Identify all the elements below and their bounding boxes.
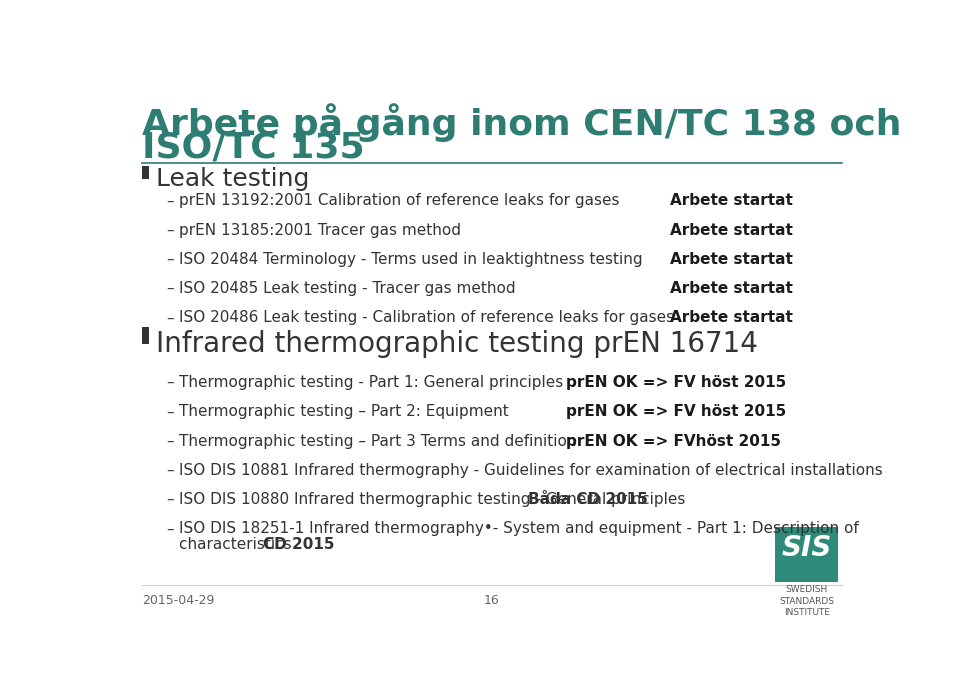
Text: ISO 20486 Leak testing - Calibration of reference leaks for gases: ISO 20486 Leak testing - Calibration of …	[179, 311, 674, 326]
Text: prEN OK => FV höst 2015: prEN OK => FV höst 2015	[565, 375, 786, 390]
Text: Arbete på gång inom CEN/TC 138 och: Arbete på gång inom CEN/TC 138 och	[142, 103, 901, 142]
Text: 16: 16	[484, 594, 500, 607]
Text: ISO/TC 135: ISO/TC 135	[142, 130, 365, 164]
Text: –: –	[166, 311, 174, 326]
Text: prEN 13192:2001 Calibration of reference leaks for gases: prEN 13192:2001 Calibration of reference…	[179, 193, 619, 208]
Text: –: –	[166, 223, 174, 238]
Text: Arbete startat: Arbete startat	[670, 223, 793, 238]
Text: Arbete startat: Arbete startat	[670, 193, 793, 208]
Text: –: –	[166, 521, 174, 537]
Text: ISO DIS 10880 Infrared thermographic testing - General principles: ISO DIS 10880 Infrared thermographic tes…	[179, 492, 690, 507]
Text: Arbete startat: Arbete startat	[670, 252, 793, 267]
Text: ISO DIS 10881 Infrared thermography - Guidelines for examination of electrical i: ISO DIS 10881 Infrared thermography - Gu…	[179, 463, 882, 478]
Text: –: –	[166, 405, 174, 419]
Text: Infrared thermographic testing prEN 16714: Infrared thermographic testing prEN 1671…	[156, 330, 757, 359]
Text: –: –	[166, 433, 174, 449]
Text: prEN 13185:2001 Tracer gas method: prEN 13185:2001 Tracer gas method	[179, 223, 461, 238]
Text: –: –	[166, 463, 174, 478]
Text: –: –	[166, 492, 174, 507]
Text: –: –	[166, 375, 174, 390]
Text: ISO 20485 Leak testing - Tracer gas method: ISO 20485 Leak testing - Tracer gas meth…	[179, 281, 516, 296]
Text: ISO 20484 Terminology - Terms used in leaktightness testing: ISO 20484 Terminology - Terms used in le…	[179, 252, 642, 267]
Text: –: –	[166, 193, 174, 208]
Text: –: –	[166, 252, 174, 267]
Text: Thermographic testing – Part 2: Equipment: Thermographic testing – Part 2: Equipmen…	[179, 405, 509, 419]
Text: CD 2015: CD 2015	[263, 537, 335, 552]
Text: ISO DIS 18251-1 Infrared thermography•- System and equipment - Part 1: Descripti: ISO DIS 18251-1 Infrared thermography•- …	[179, 521, 858, 537]
Text: SIS: SIS	[781, 534, 831, 562]
Text: Leak testing: Leak testing	[156, 167, 309, 191]
Bar	[142, 166, 150, 179]
Text: Thermographic testing – Part 3 Terms and definition: Thermographic testing – Part 3 Terms and…	[179, 433, 576, 449]
Text: prEN OK => FV höst 2015: prEN OK => FV höst 2015	[565, 405, 786, 419]
Text: Arbete startat: Arbete startat	[670, 311, 793, 326]
Text: prEN OK => FVhöst 2015: prEN OK => FVhöst 2015	[565, 433, 780, 449]
Text: Båda CD 2015: Båda CD 2015	[528, 492, 648, 507]
Text: 2015-04-29: 2015-04-29	[142, 594, 214, 607]
Text: Thermographic testing - Part 1: General principles: Thermographic testing - Part 1: General …	[179, 375, 564, 390]
Bar	[775, 527, 838, 582]
Text: Arbete startat: Arbete startat	[670, 281, 793, 296]
Bar	[142, 327, 150, 344]
Text: characteristics: characteristics	[179, 537, 297, 552]
Text: –: –	[166, 281, 174, 296]
Text: SWEDISH
STANDARDS
INSTITUTE: SWEDISH STANDARDS INSTITUTE	[780, 585, 834, 617]
